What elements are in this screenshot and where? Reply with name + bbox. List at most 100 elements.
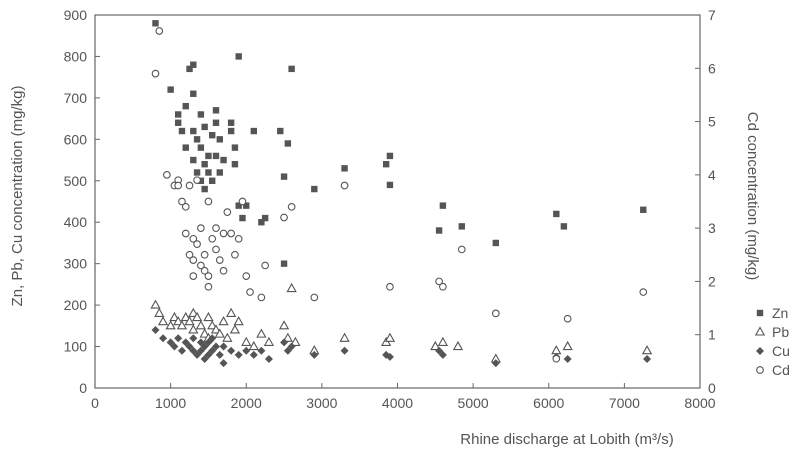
cu-point bbox=[438, 350, 447, 359]
zn-point bbox=[178, 127, 186, 135]
cu-point bbox=[219, 342, 228, 351]
cd-point bbox=[457, 245, 466, 254]
zn-point bbox=[190, 61, 197, 68]
left-y-axis: 0 100 200 300 400 500 600 700 800 900 bbox=[64, 7, 100, 396]
pb-point bbox=[263, 336, 275, 346]
right-y-axis: 0 1 2 3 4 5 6 7 bbox=[695, 7, 716, 396]
left-y-tick-label: 0 bbox=[79, 380, 87, 396]
left-y-tick-label: 200 bbox=[64, 297, 88, 313]
cu-point bbox=[177, 346, 186, 355]
pb-point bbox=[157, 316, 169, 326]
zn-point bbox=[182, 102, 189, 110]
zn-point bbox=[197, 144, 205, 151]
cu-point bbox=[227, 346, 236, 355]
pb-point bbox=[437, 336, 449, 346]
cu-point bbox=[208, 334, 217, 343]
zn-point bbox=[243, 202, 250, 209]
right-y-tick-label: 3 bbox=[708, 220, 716, 236]
cd-point bbox=[189, 272, 198, 280]
zn-point bbox=[386, 152, 394, 160]
zn-point bbox=[152, 20, 159, 27]
pb-point bbox=[225, 307, 237, 317]
left-y-tick-label: 100 bbox=[64, 339, 88, 355]
zn-point bbox=[239, 214, 246, 222]
pb-point bbox=[150, 299, 161, 309]
zn-point bbox=[212, 107, 220, 114]
zn-point bbox=[250, 127, 258, 135]
cd-point bbox=[204, 272, 213, 280]
x-tick-label: 4000 bbox=[382, 395, 413, 411]
pb-point bbox=[256, 328, 267, 338]
pb-point bbox=[214, 328, 225, 338]
zn-point bbox=[231, 161, 239, 168]
cd-point bbox=[174, 181, 183, 190]
cu-point bbox=[151, 325, 160, 334]
cd-point bbox=[212, 224, 220, 232]
cu-point bbox=[174, 334, 183, 343]
cd-point bbox=[193, 176, 201, 185]
zn-point bbox=[167, 86, 174, 93]
cd-point bbox=[435, 277, 443, 286]
cd-point bbox=[204, 282, 213, 291]
zn-point bbox=[201, 185, 208, 193]
pb-point bbox=[248, 340, 259, 351]
cd-point bbox=[193, 240, 201, 248]
zn-point bbox=[492, 239, 500, 247]
zn-point bbox=[235, 53, 242, 60]
cd-point bbox=[280, 213, 288, 222]
pb-point bbox=[339, 332, 350, 342]
cd-point bbox=[231, 250, 239, 259]
cd-point bbox=[178, 197, 186, 206]
zn-point bbox=[220, 156, 227, 164]
data-points bbox=[150, 20, 653, 368]
right-y-tick-label: 2 bbox=[708, 273, 716, 289]
cu-point bbox=[234, 350, 243, 359]
zn-point bbox=[205, 169, 212, 176]
x-tick-label: 5000 bbox=[458, 395, 489, 411]
zn-point bbox=[560, 223, 568, 230]
pb-point bbox=[191, 311, 203, 322]
pb-point bbox=[430, 340, 441, 351]
legend-label-cd: Cd bbox=[772, 362, 790, 378]
pb-point bbox=[452, 340, 464, 351]
legend-marker-cu bbox=[756, 347, 764, 355]
pb-point bbox=[199, 328, 210, 338]
x-tick-label: 1000 bbox=[155, 395, 186, 411]
right-y-tick-label: 0 bbox=[708, 380, 716, 396]
cd-point bbox=[200, 250, 209, 259]
legend-marker-cd bbox=[756, 366, 764, 374]
cd-point bbox=[491, 309, 500, 318]
right-y-tick-label: 1 bbox=[708, 327, 716, 343]
zn-point bbox=[280, 260, 288, 267]
cu-point bbox=[242, 346, 251, 355]
pb-point bbox=[176, 320, 188, 330]
zn-point bbox=[288, 65, 295, 73]
zn-point bbox=[382, 161, 390, 168]
zn-point bbox=[190, 127, 197, 135]
cd-point bbox=[563, 314, 572, 323]
cd-point bbox=[340, 181, 349, 190]
zn-point bbox=[209, 131, 216, 139]
zn-point bbox=[209, 177, 216, 184]
zn-point bbox=[435, 227, 443, 234]
zn-point bbox=[216, 169, 223, 176]
cd-point bbox=[227, 229, 235, 238]
cu-point bbox=[310, 350, 319, 359]
cd-point bbox=[212, 245, 220, 254]
left-y-tick-label: 300 bbox=[64, 256, 88, 272]
x-axis-label: Rhine discharge at Lobith (m³/s) bbox=[460, 431, 673, 448]
cd-point bbox=[439, 282, 447, 291]
zn-point bbox=[284, 140, 292, 147]
left-y-axis-label: Zn, Pb, Cu concentration (mg/kg) bbox=[9, 86, 26, 307]
cd-point bbox=[639, 288, 648, 296]
cd-point bbox=[238, 197, 247, 206]
x-tick-label: 0 bbox=[91, 395, 99, 411]
zn-point bbox=[235, 202, 242, 209]
cu-point bbox=[340, 346, 349, 355]
x-tick-label: 3000 bbox=[306, 395, 337, 411]
cd-point bbox=[552, 354, 561, 363]
cd-point bbox=[200, 266, 209, 275]
x-tick-label: 8000 bbox=[684, 395, 715, 411]
cu-point bbox=[257, 346, 266, 355]
x-tick-label: 2000 bbox=[231, 395, 262, 411]
